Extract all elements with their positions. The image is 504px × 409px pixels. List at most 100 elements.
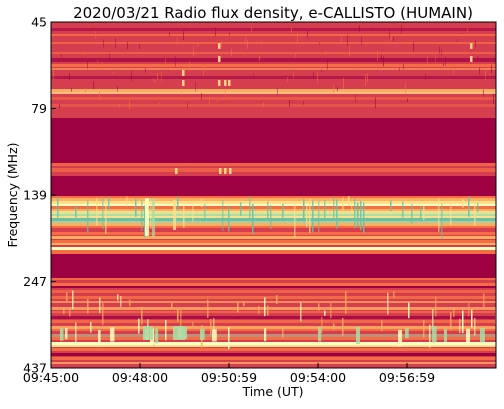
burst-mark-156 xyxy=(282,203,284,220)
y-axis-label: Frequency (MHz) xyxy=(5,142,20,247)
burst-mark-260 xyxy=(356,326,361,345)
frequency-band-42 xyxy=(51,296,496,299)
burst-mark-111 xyxy=(473,43,474,47)
burst-mark-123 xyxy=(218,80,221,86)
plot-area xyxy=(51,22,496,368)
burst-mark-245 xyxy=(483,293,485,308)
burst-mark-39 xyxy=(195,82,196,92)
burst-mark-130 xyxy=(470,43,473,49)
burst-mark-234 xyxy=(423,320,425,338)
burst-mark-110 xyxy=(467,28,468,32)
burst-mark-41 xyxy=(201,92,202,100)
burst-mark-264 xyxy=(444,328,447,342)
frequency-band-57 xyxy=(51,362,496,364)
burst-mark-136 xyxy=(102,197,104,230)
burst-mark-153 xyxy=(252,203,254,235)
frequency-band-8 xyxy=(51,76,496,79)
y-tick-label-0: 45 xyxy=(31,15,47,30)
burst-mark-118 xyxy=(493,93,494,105)
burst-mark-107 xyxy=(453,67,454,74)
burst-mark-43 xyxy=(209,97,210,105)
frequency-band-29 xyxy=(51,226,496,228)
frequency-band-31 xyxy=(51,232,496,235)
frequency-band-3 xyxy=(51,42,496,44)
burst-mark-47 xyxy=(221,40,222,48)
frequency-band-25 xyxy=(51,216,496,218)
burst-mark-51 xyxy=(245,36,246,43)
frequency-band-41 xyxy=(51,290,496,293)
burst-mark-176 xyxy=(420,205,422,222)
burst-mark-165 xyxy=(336,199,338,229)
burst-mark-180 xyxy=(450,200,452,226)
burst-mark-150 xyxy=(228,205,230,232)
burst-mark-52 xyxy=(247,39,248,49)
burst-mark-231 xyxy=(387,292,389,315)
x-tick-label-3: 09:54:00 xyxy=(290,370,346,385)
burst-mark-24 xyxy=(153,78,154,82)
burst-mark-53 xyxy=(251,27,252,32)
burst-mark-145 xyxy=(183,204,185,228)
burst-mark-92 xyxy=(393,37,394,42)
burst-mark-250 xyxy=(110,327,115,342)
burst-mark-72 xyxy=(327,59,328,70)
burst-mark-242 xyxy=(468,302,470,317)
burst-mark-58 xyxy=(277,87,278,95)
burst-mark-241 xyxy=(462,310,464,334)
burst-mark-106 xyxy=(445,56,446,66)
burst-mark-114 xyxy=(479,67,480,75)
burst-mark-128 xyxy=(229,168,232,174)
frequency-band-4 xyxy=(51,52,496,54)
burst-mark-232 xyxy=(393,291,395,298)
burst-mark-69 xyxy=(319,42,320,46)
frequency-band-40 xyxy=(51,286,496,288)
burst-mark-172 xyxy=(363,202,365,234)
burst-mark-50 xyxy=(231,48,232,56)
burst-mark-21 xyxy=(131,70,132,82)
frequency-band-5 xyxy=(51,58,496,62)
burst-mark-200 xyxy=(129,299,131,307)
burst-mark-168 xyxy=(351,204,353,213)
frequency-band-36 xyxy=(51,250,496,254)
burst-mark-81 xyxy=(359,25,360,32)
burst-mark-5 xyxy=(83,51,84,55)
frequency-band-34 xyxy=(51,243,496,245)
y-axis-ticks: 45 79 139 247 437 xyxy=(23,15,56,376)
burst-mark-160 xyxy=(309,198,311,233)
burst-mark-7 xyxy=(87,60,88,69)
burst-mark-127 xyxy=(224,168,227,174)
burst-mark-38 xyxy=(193,46,194,57)
burst-mark-56 xyxy=(261,40,262,44)
burst-mark-1 xyxy=(59,103,60,108)
frequency-band-52 xyxy=(51,342,496,345)
frequency-band-13 xyxy=(51,118,496,163)
burst-mark-40 xyxy=(197,41,198,47)
frequency-band-26 xyxy=(51,218,496,221)
burst-mark-147 xyxy=(201,199,203,208)
burst-mark-62 xyxy=(293,70,294,79)
burst-mark-45 xyxy=(217,100,218,103)
frequency-band-19 xyxy=(51,201,496,204)
frequency-band-45 xyxy=(51,311,496,313)
burst-mark-225 xyxy=(324,310,326,316)
burst-mark-109 xyxy=(465,64,466,72)
frequency-band-35 xyxy=(51,247,496,250)
frequency-band-23 xyxy=(51,211,496,214)
frequency-band-32 xyxy=(51,236,496,239)
burst-mark-18 xyxy=(119,103,120,109)
burst-mark-44 xyxy=(215,26,216,37)
burst-mark-220 xyxy=(276,295,278,304)
burst-mark-6 xyxy=(85,87,86,93)
x-tick-label-2: 09:50:59 xyxy=(201,370,257,385)
burst-mark-192 xyxy=(72,290,74,310)
burst-mark-161 xyxy=(312,200,314,233)
burst-mark-119 xyxy=(182,70,185,76)
burst-mark-29 xyxy=(165,58,166,69)
x-tick-label-4: 09:56:59 xyxy=(379,370,435,385)
burst-mark-27 xyxy=(159,102,160,106)
burst-mark-28 xyxy=(161,72,162,83)
burst-mark-98 xyxy=(413,42,414,52)
burst-mark-96 xyxy=(405,82,406,94)
burst-mark-120 xyxy=(182,80,185,86)
burst-mark-177 xyxy=(423,205,425,221)
